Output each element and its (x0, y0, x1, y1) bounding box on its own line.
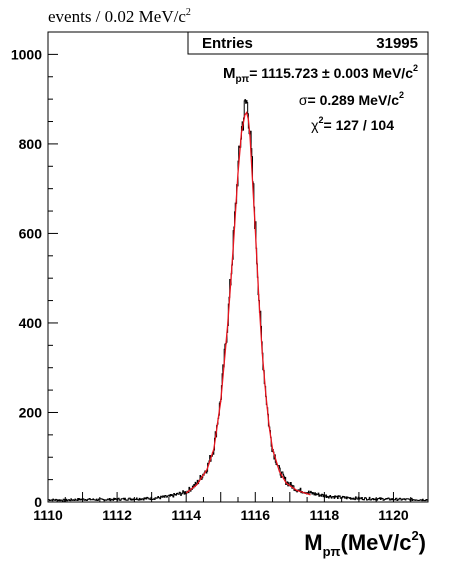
stats-chi2-sup: 2 (319, 115, 324, 125)
stats-entries-value: 31995 (376, 35, 418, 52)
stats-sigma-sup: 2 (399, 90, 404, 100)
x-axis: 1110 1112 1114 1116 1118 1120 (33, 492, 429, 523)
x-axis-title-symbol: M (304, 530, 322, 555)
stats-mass-sub: pπ (235, 74, 249, 85)
x-tick-label: 1120 (378, 507, 409, 523)
y-axis-title-sup: 2 (186, 7, 191, 18)
stats-chi2-symbol: χ (311, 117, 319, 133)
stats-entries-label: Entries (202, 35, 253, 52)
y-tick-label: 1000 (11, 46, 42, 62)
y-axis-title-text: events / 0.02 MeV/c (48, 7, 186, 26)
stats-mass-symbol: M (223, 65, 236, 82)
stats-chi2: χ2= 127 / 104 (311, 115, 394, 133)
stats-mass-value: = 1115.723 ± 0.003 MeV/c (249, 65, 413, 81)
stats-mass: Mpπ= 1115.723 ± 0.003 MeV/c2 (223, 63, 418, 85)
x-tick-label: 1114 (171, 507, 201, 523)
stats-box: Entries 31995 Mpπ= 1115.723 ± 0.003 MeV/… (187, 31, 429, 133)
y-axis: 0 200 400 600 800 1000 (11, 31, 58, 510)
stats-sigma: σ= 0.289 MeV/c2 (299, 90, 404, 108)
x-axis-title-close: ) (419, 530, 426, 555)
stats-sigma-symbol: σ (299, 92, 308, 108)
x-axis-title-sub: pπ (323, 544, 341, 559)
x-axis-title-sup: 2 (411, 528, 418, 543)
x-tick-label: 1118 (310, 507, 340, 523)
y-axis-title: events / 0.02 MeV/c2 (48, 7, 191, 26)
y-tick-label: 600 (19, 225, 43, 241)
x-axis-title-unit: (MeV/c (341, 530, 412, 555)
stats-entries-box (187, 31, 429, 55)
x-axis-title: Mpπ(MeV/c2) (304, 528, 426, 559)
y-tick-label: 200 (19, 404, 43, 420)
x-tick-label: 1116 (240, 507, 270, 523)
data-histogram (48, 99, 428, 502)
stats-mass-sup: 2 (413, 63, 418, 73)
x-tick-label: 1112 (102, 507, 132, 523)
x-tick-label: 1110 (33, 507, 63, 523)
fit-curve (185, 111, 311, 496)
stats-chi2-value: = 127 / 104 (324, 117, 395, 133)
stats-sigma-value: = 0.289 MeV/c (308, 92, 400, 108)
y-tick-label: 800 (19, 136, 43, 152)
y-tick-label: 400 (19, 315, 43, 331)
y-tick-label: 0 (34, 494, 42, 510)
